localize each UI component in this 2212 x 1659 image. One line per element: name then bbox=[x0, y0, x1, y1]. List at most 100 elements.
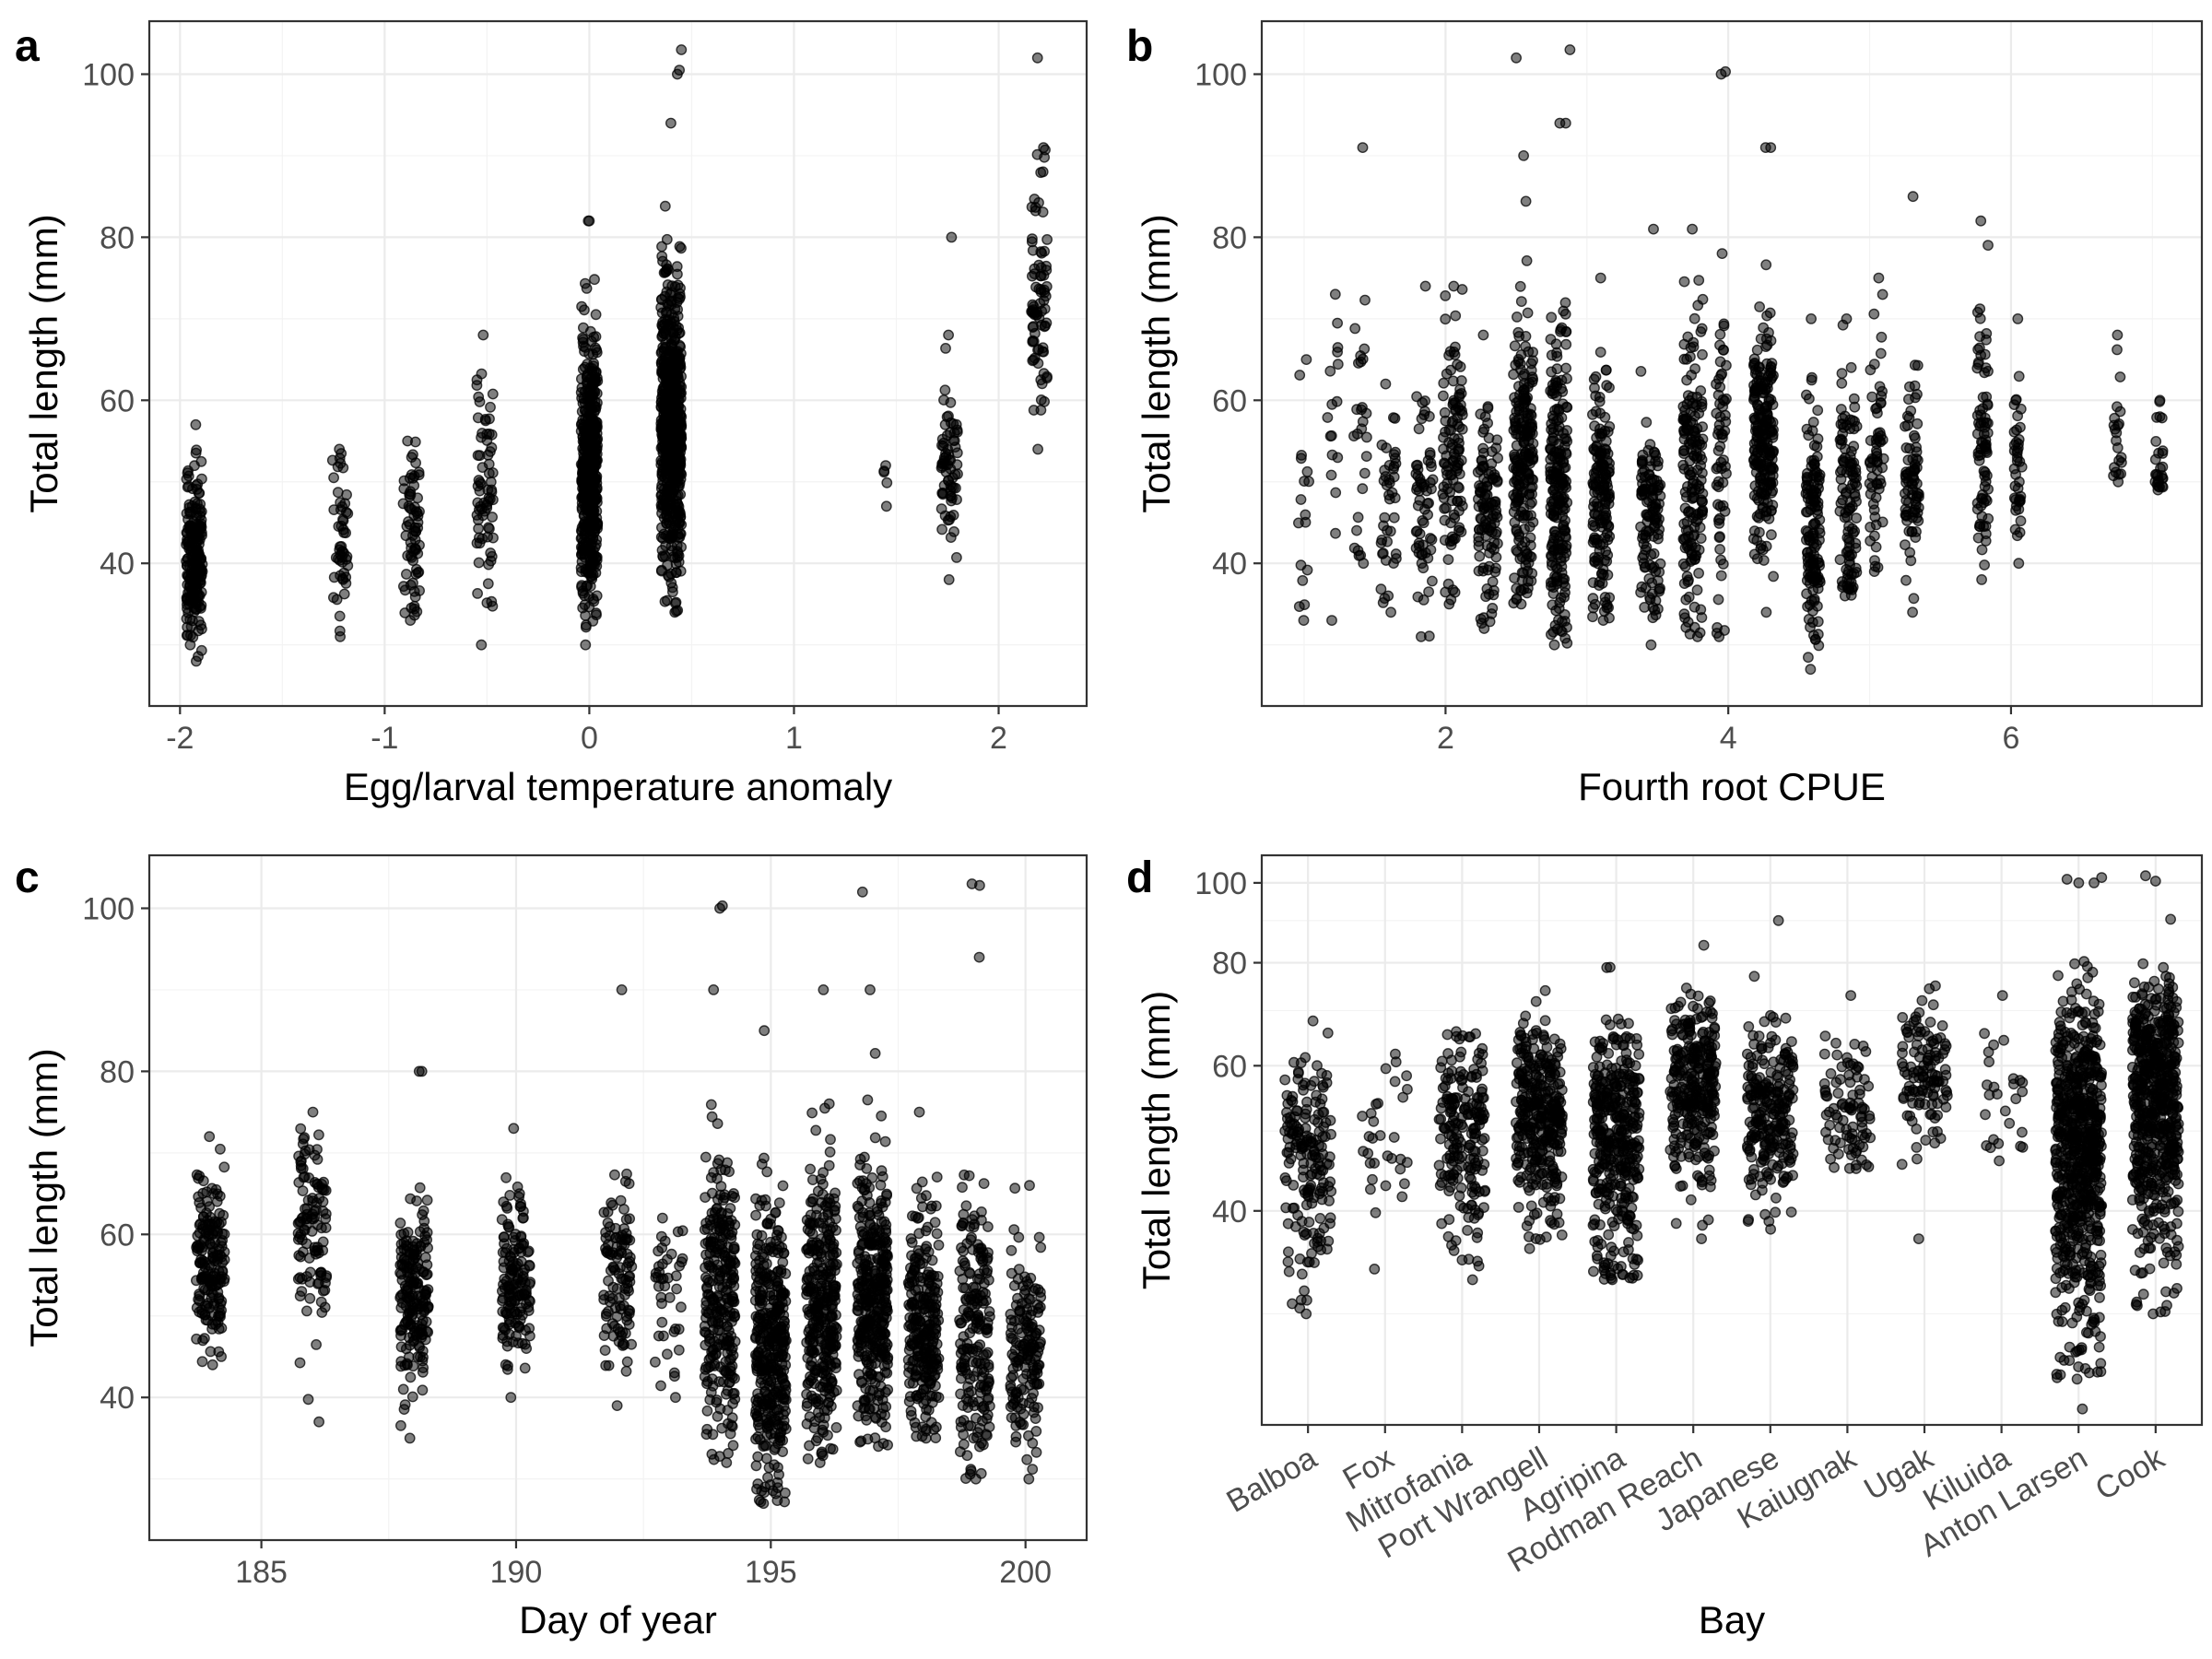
y-tick-label: 80 bbox=[1212, 220, 1247, 255]
data-point bbox=[2013, 494, 2025, 506]
data-point bbox=[1760, 606, 1772, 618]
data-point bbox=[1551, 562, 1563, 574]
data-point bbox=[1041, 265, 1053, 276]
data-point bbox=[1691, 630, 1703, 642]
data-point bbox=[1721, 467, 1732, 479]
data-point bbox=[650, 1356, 661, 1368]
data-point bbox=[487, 388, 499, 400]
data-point bbox=[705, 1171, 717, 1183]
data-point bbox=[303, 1253, 315, 1264]
data-point bbox=[1648, 547, 1660, 559]
data-point bbox=[1907, 191, 1919, 203]
data-point bbox=[946, 231, 958, 243]
data-point bbox=[577, 544, 589, 555]
data-point bbox=[590, 309, 602, 321]
data-point bbox=[1681, 374, 1693, 386]
data-point bbox=[1324, 365, 1336, 377]
data-point bbox=[396, 1288, 408, 1300]
points bbox=[181, 44, 1053, 667]
data-point bbox=[619, 1175, 631, 1187]
data-point bbox=[1391, 553, 1402, 564]
data-point bbox=[1523, 582, 1534, 594]
data-point bbox=[611, 1283, 623, 1295]
data-point bbox=[1511, 582, 1523, 594]
data-point bbox=[880, 460, 891, 471]
data-point bbox=[589, 274, 600, 286]
data-point bbox=[1474, 550, 1486, 562]
data-point bbox=[1551, 350, 1563, 362]
data-point bbox=[515, 1198, 526, 1210]
data-point bbox=[582, 462, 593, 474]
data-point bbox=[626, 1338, 637, 1350]
data-point bbox=[1548, 639, 1560, 651]
data-point bbox=[408, 479, 420, 491]
data-point bbox=[1837, 428, 1849, 440]
data-point bbox=[617, 1340, 629, 1351]
data-point bbox=[1487, 603, 1499, 614]
data-point bbox=[1912, 418, 1924, 429]
data-point bbox=[1754, 300, 1766, 312]
data-point bbox=[1806, 454, 1818, 466]
data-point bbox=[1906, 526, 1918, 537]
data-point bbox=[1683, 591, 1695, 603]
data-point bbox=[524, 1294, 535, 1306]
data-point bbox=[1514, 280, 1526, 292]
data-point bbox=[1360, 451, 1372, 462]
data-point bbox=[2112, 344, 2123, 356]
data-point bbox=[1637, 533, 1648, 544]
data-point bbox=[1526, 568, 1538, 580]
data-point bbox=[1452, 496, 1464, 507]
data-point bbox=[515, 1231, 527, 1243]
data-point bbox=[1714, 500, 1726, 512]
data-point bbox=[587, 533, 599, 545]
data-point bbox=[1443, 437, 1455, 448]
data-point bbox=[509, 1306, 521, 1317]
data-point bbox=[661, 518, 673, 529]
data-point bbox=[1849, 416, 1861, 428]
data-point bbox=[486, 441, 498, 453]
data-point bbox=[1483, 588, 1495, 600]
data-point bbox=[508, 1123, 520, 1135]
data-point bbox=[1517, 384, 1529, 396]
data-point bbox=[1557, 398, 1569, 410]
data-point bbox=[2008, 399, 2020, 410]
data-point bbox=[1559, 297, 1571, 309]
data-point bbox=[1681, 516, 1693, 528]
data-point bbox=[1490, 562, 1501, 574]
data-point bbox=[620, 1214, 632, 1226]
data-point bbox=[312, 1129, 324, 1141]
data-point bbox=[945, 396, 957, 408]
data-point bbox=[406, 530, 418, 541]
data-point bbox=[1597, 615, 1609, 626]
data-point bbox=[1686, 554, 1698, 566]
data-point bbox=[182, 465, 194, 477]
data-point bbox=[1909, 432, 1921, 444]
data-point bbox=[663, 406, 675, 418]
data-point bbox=[1588, 500, 1599, 512]
data-point bbox=[1558, 521, 1569, 533]
data-point bbox=[1477, 447, 1489, 459]
data-point bbox=[472, 450, 484, 461]
data-point bbox=[190, 502, 202, 514]
data-point bbox=[672, 489, 684, 501]
data-point bbox=[1546, 435, 1558, 447]
data-point bbox=[1443, 598, 1455, 610]
data-point bbox=[1527, 355, 1539, 367]
data-point bbox=[1713, 630, 1725, 642]
data-point bbox=[518, 1212, 529, 1224]
data-point bbox=[1865, 522, 1877, 533]
data-point bbox=[204, 1201, 216, 1213]
data-point bbox=[1438, 492, 1450, 504]
data-point bbox=[2114, 406, 2126, 418]
data-point bbox=[1688, 312, 1700, 324]
data-point bbox=[1440, 289, 1452, 301]
data-point bbox=[1688, 601, 1700, 613]
data-point bbox=[1696, 453, 1708, 465]
data-point bbox=[485, 401, 496, 413]
data-point bbox=[1714, 512, 1725, 524]
data-point bbox=[655, 1380, 666, 1392]
data-point bbox=[296, 1273, 308, 1285]
